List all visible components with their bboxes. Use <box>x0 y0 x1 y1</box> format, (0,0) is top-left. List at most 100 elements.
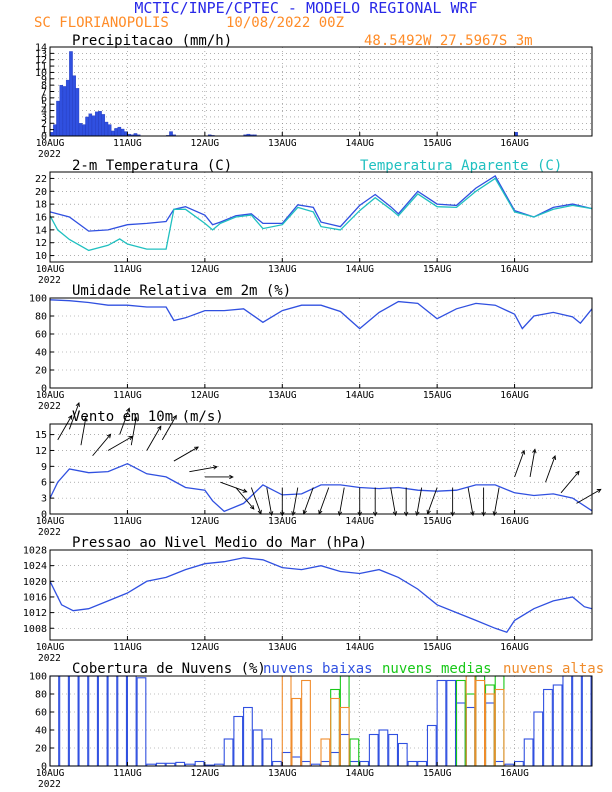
precip-ytick-label: 10 <box>35 68 47 79</box>
precip-ytick-label: 1 <box>41 125 47 136</box>
rh-xtick-label: 11AUG <box>113 390 142 401</box>
clouds-bar <box>359 760 369 767</box>
clouds-ytick-label: 80 <box>35 690 47 701</box>
wind-arrow-shaft <box>318 487 330 514</box>
wind-arrow-shaft <box>493 487 500 516</box>
rh-xtick-label: 16AUG <box>500 390 529 401</box>
wind-arrow-shaft <box>68 402 80 430</box>
precip-xtick-label: 14AUG <box>345 138 374 149</box>
clouds-bar <box>552 684 563 767</box>
wind-arrow-head <box>75 402 80 408</box>
clouds-bar <box>223 738 234 767</box>
wind-arrow-head <box>106 433 112 439</box>
clouds-bar <box>272 760 282 767</box>
rh-panel-title: Umidade Relativa em 2m (%) <box>72 283 291 299</box>
temp-legend-apparent: Temperatura Aparente (C) <box>360 158 562 174</box>
clouds-bar <box>330 697 340 767</box>
clouds-xtick-label: 15AUG <box>423 768 452 779</box>
temp-ytick-label: 12 <box>35 238 47 249</box>
clouds-bar <box>59 675 69 767</box>
clouds-bar <box>330 688 340 767</box>
rh-xtick-label: 12AUG <box>191 390 220 401</box>
wind-arrow-shaft <box>529 449 536 478</box>
temp-xtick-label: 13AUG <box>268 264 297 275</box>
clouds-bar <box>136 677 147 767</box>
precip-xtick-label: 15AUG <box>423 138 452 149</box>
wind-arrow-head <box>596 488 602 494</box>
temp-ytick-label: 22 <box>35 174 47 185</box>
wind-arrow-shaft <box>514 450 525 478</box>
pressure-panel-title: Pressao ao Nivel Medio do Mar (hPa) <box>72 535 367 551</box>
pressure-xtick-label: 15AUG <box>423 642 452 653</box>
clouds-bar <box>426 724 437 767</box>
temp-ytick-label: 16 <box>35 213 47 224</box>
clouds-bar <box>455 679 466 767</box>
wind-arrow-head <box>520 449 526 455</box>
precip-ytick-label: 0 <box>41 132 47 143</box>
rh-year-label: 2022 <box>38 401 61 412</box>
wind-arrow-head <box>133 416 138 422</box>
clouds-bar <box>339 675 350 767</box>
temp-panel-title: 2-m Temperatura (C) <box>72 158 232 174</box>
temp-year-label: 2022 <box>38 275 61 286</box>
wind-arrow-shaft <box>292 487 299 516</box>
rh-ytick-label: 60 <box>35 330 47 341</box>
header-location: SC FLORIANOPOLIS <box>34 15 169 31</box>
wind-arrow-head <box>470 511 475 517</box>
pressure-ytick-label: 1016 <box>23 592 47 603</box>
header-run: 10/08/2022 00Z <box>226 15 344 31</box>
clouds-bar <box>97 675 108 767</box>
wind-arrow-head <box>157 425 162 431</box>
pressure-xtick-label: 13AUG <box>268 642 297 653</box>
wind-arrow-head <box>337 511 343 517</box>
clouds-ytick-label: 20 <box>35 744 47 755</box>
wind-xtick-label: 11AUG <box>113 516 142 527</box>
clouds-bar <box>262 738 273 767</box>
clouds-bar <box>572 675 582 767</box>
precip-bar <box>59 84 64 137</box>
pressure-ytick-label: 1008 <box>23 624 47 635</box>
clouds-xtick-label: 16AUG <box>500 768 529 779</box>
precip-year-label: 2022 <box>38 149 61 160</box>
clouds-bar <box>465 706 476 767</box>
clouds-bar <box>465 675 476 767</box>
clouds-bar <box>68 675 79 767</box>
precip-bar <box>62 86 67 137</box>
precip-bar <box>72 75 76 137</box>
wind-xtick-label: 12AUG <box>191 516 220 527</box>
wind-xtick-label: 15AUG <box>423 516 452 527</box>
wind-xtick-label: 13AUG <box>268 516 297 527</box>
rh-ytick-label: 20 <box>35 366 47 377</box>
clouds-legend-mid: nuvens medias <box>382 661 492 677</box>
rh-plot-frame <box>49 297 593 389</box>
wind-xtick-label: 16AUG <box>500 516 529 527</box>
wind-arrow-head <box>268 511 274 517</box>
wind-panel-title: Vento em 10m (m/s) <box>72 409 224 425</box>
precip-bar <box>78 123 83 137</box>
wind-arrow-head <box>83 416 88 422</box>
precip-xtick-label: 10AUG <box>36 138 65 149</box>
precip-bar <box>69 51 73 137</box>
precip-bar <box>82 124 86 137</box>
clouds-bar <box>397 742 408 767</box>
wind-arrow-shaft <box>173 446 199 462</box>
clouds-bar <box>339 733 350 767</box>
clouds-bar <box>194 760 205 767</box>
wind-arrow-shaft <box>303 487 314 514</box>
wind-arrow-shaft <box>427 487 438 514</box>
clouds-bar <box>494 688 505 767</box>
precip-ytick-label: 11 <box>35 62 47 73</box>
wind-arrow-shaft <box>560 471 580 494</box>
pressure-xtick-label: 10AUG <box>36 642 65 653</box>
clouds-ytick-label: 60 <box>35 708 47 719</box>
clouds-bar <box>475 675 486 767</box>
precip-panel-title: Precipitacao (mm/h) <box>72 33 232 49</box>
precip-ytick-label: 8 <box>41 81 47 92</box>
wind-arrow-head <box>450 511 455 517</box>
wind-ytick-label: 15 <box>35 430 47 441</box>
precip-ytick-label: 12 <box>35 55 47 66</box>
wind-arrow-head <box>575 470 580 476</box>
clouds-bar <box>494 760 505 767</box>
clouds-bar <box>126 675 137 767</box>
pressure-year-label: 2022 <box>38 653 61 664</box>
